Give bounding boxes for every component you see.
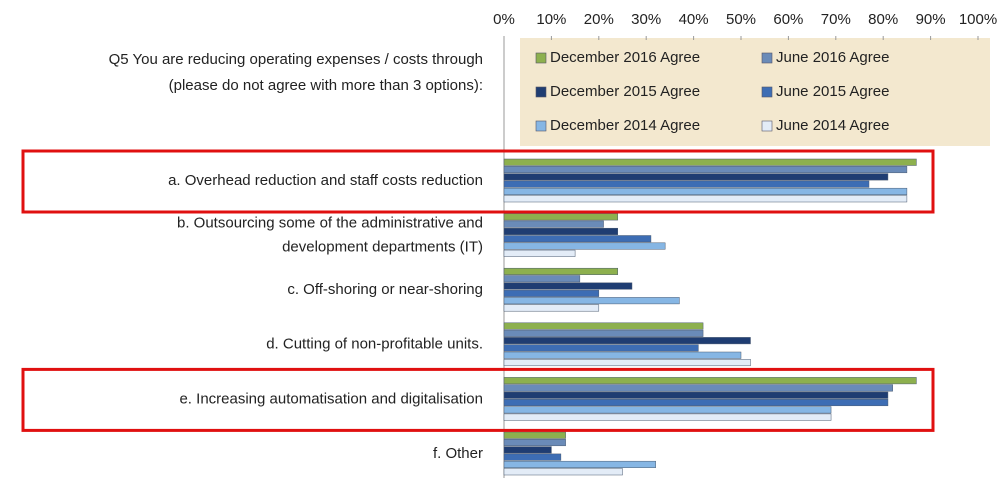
bar — [503, 304, 600, 312]
question-line: (please do not agree with more than 3 op… — [169, 77, 483, 94]
x-tick-label: 100% — [959, 11, 997, 28]
bar — [503, 166, 908, 174]
x-tick-label: 60% — [773, 11, 803, 28]
x-tick-label: 50% — [726, 11, 756, 28]
category-label: f. Other — [433, 445, 483, 462]
legend-label: December 2014 Agree — [550, 117, 700, 134]
bar — [503, 220, 604, 228]
x-tick-label: 40% — [679, 11, 709, 28]
bar — [503, 242, 666, 250]
bar — [503, 267, 619, 275]
bar — [503, 275, 581, 283]
bar — [503, 391, 889, 399]
legend-box — [520, 38, 990, 146]
legend-swatch — [535, 86, 547, 98]
bar — [503, 413, 832, 421]
legend-swatch — [761, 120, 773, 132]
bar — [503, 282, 633, 290]
highlight-box — [21, 149, 935, 214]
legend-label: December 2016 Agree — [550, 49, 700, 66]
bar — [503, 384, 893, 392]
bar — [503, 180, 870, 188]
x-tick-label: 70% — [821, 11, 851, 28]
bar — [503, 460, 656, 468]
legend-label: June 2014 Agree — [776, 117, 889, 134]
bar — [503, 406, 832, 414]
category-label: b. Outsourcing some of the administrativ… — [177, 214, 483, 231]
bar — [503, 249, 576, 257]
bar — [503, 235, 652, 243]
category-label: e. Increasing automatisation and digital… — [179, 390, 483, 407]
x-tick-label: 10% — [536, 11, 566, 28]
bar — [503, 227, 619, 235]
legend-label: June 2016 Agree — [776, 49, 889, 66]
x-tick-label: 30% — [631, 11, 661, 28]
bar — [503, 187, 908, 195]
bar — [503, 399, 889, 407]
x-tick-label: 80% — [868, 11, 898, 28]
bar — [503, 158, 917, 166]
bar — [503, 297, 680, 305]
category-label: development departments (IT) — [282, 238, 483, 255]
bar — [503, 439, 566, 447]
bar — [503, 289, 600, 297]
bar — [503, 329, 704, 337]
legend-swatch — [535, 120, 547, 132]
legend-swatch — [761, 86, 773, 98]
legend-label: December 2015 Agree — [550, 83, 700, 100]
bar — [503, 344, 699, 352]
legend-swatch — [761, 52, 773, 64]
bar — [503, 468, 623, 476]
bar — [503, 377, 917, 385]
category-label: a. Overhead reduction and staff costs re… — [168, 172, 483, 189]
x-tick-label: 20% — [584, 11, 614, 28]
bar — [503, 446, 552, 454]
x-tick-label: 0% — [493, 11, 515, 28]
bar — [503, 453, 562, 461]
bar — [503, 213, 619, 221]
category-label: d. Cutting of non-profitable units. — [266, 336, 483, 353]
bar — [503, 351, 742, 359]
bar — [503, 195, 908, 203]
bar — [503, 337, 751, 345]
bar — [503, 359, 751, 367]
legend-swatch — [535, 52, 547, 64]
question-line: Q5 You are reducing operating expenses /… — [109, 51, 483, 68]
bar — [503, 173, 889, 181]
x-tick-label: 90% — [916, 11, 946, 28]
category-label: c. Off-shoring or near-shoring — [287, 281, 483, 298]
highlight-box — [21, 367, 935, 432]
legend-label: June 2015 Agree — [776, 83, 889, 100]
bar — [503, 431, 566, 439]
bar — [503, 322, 704, 330]
